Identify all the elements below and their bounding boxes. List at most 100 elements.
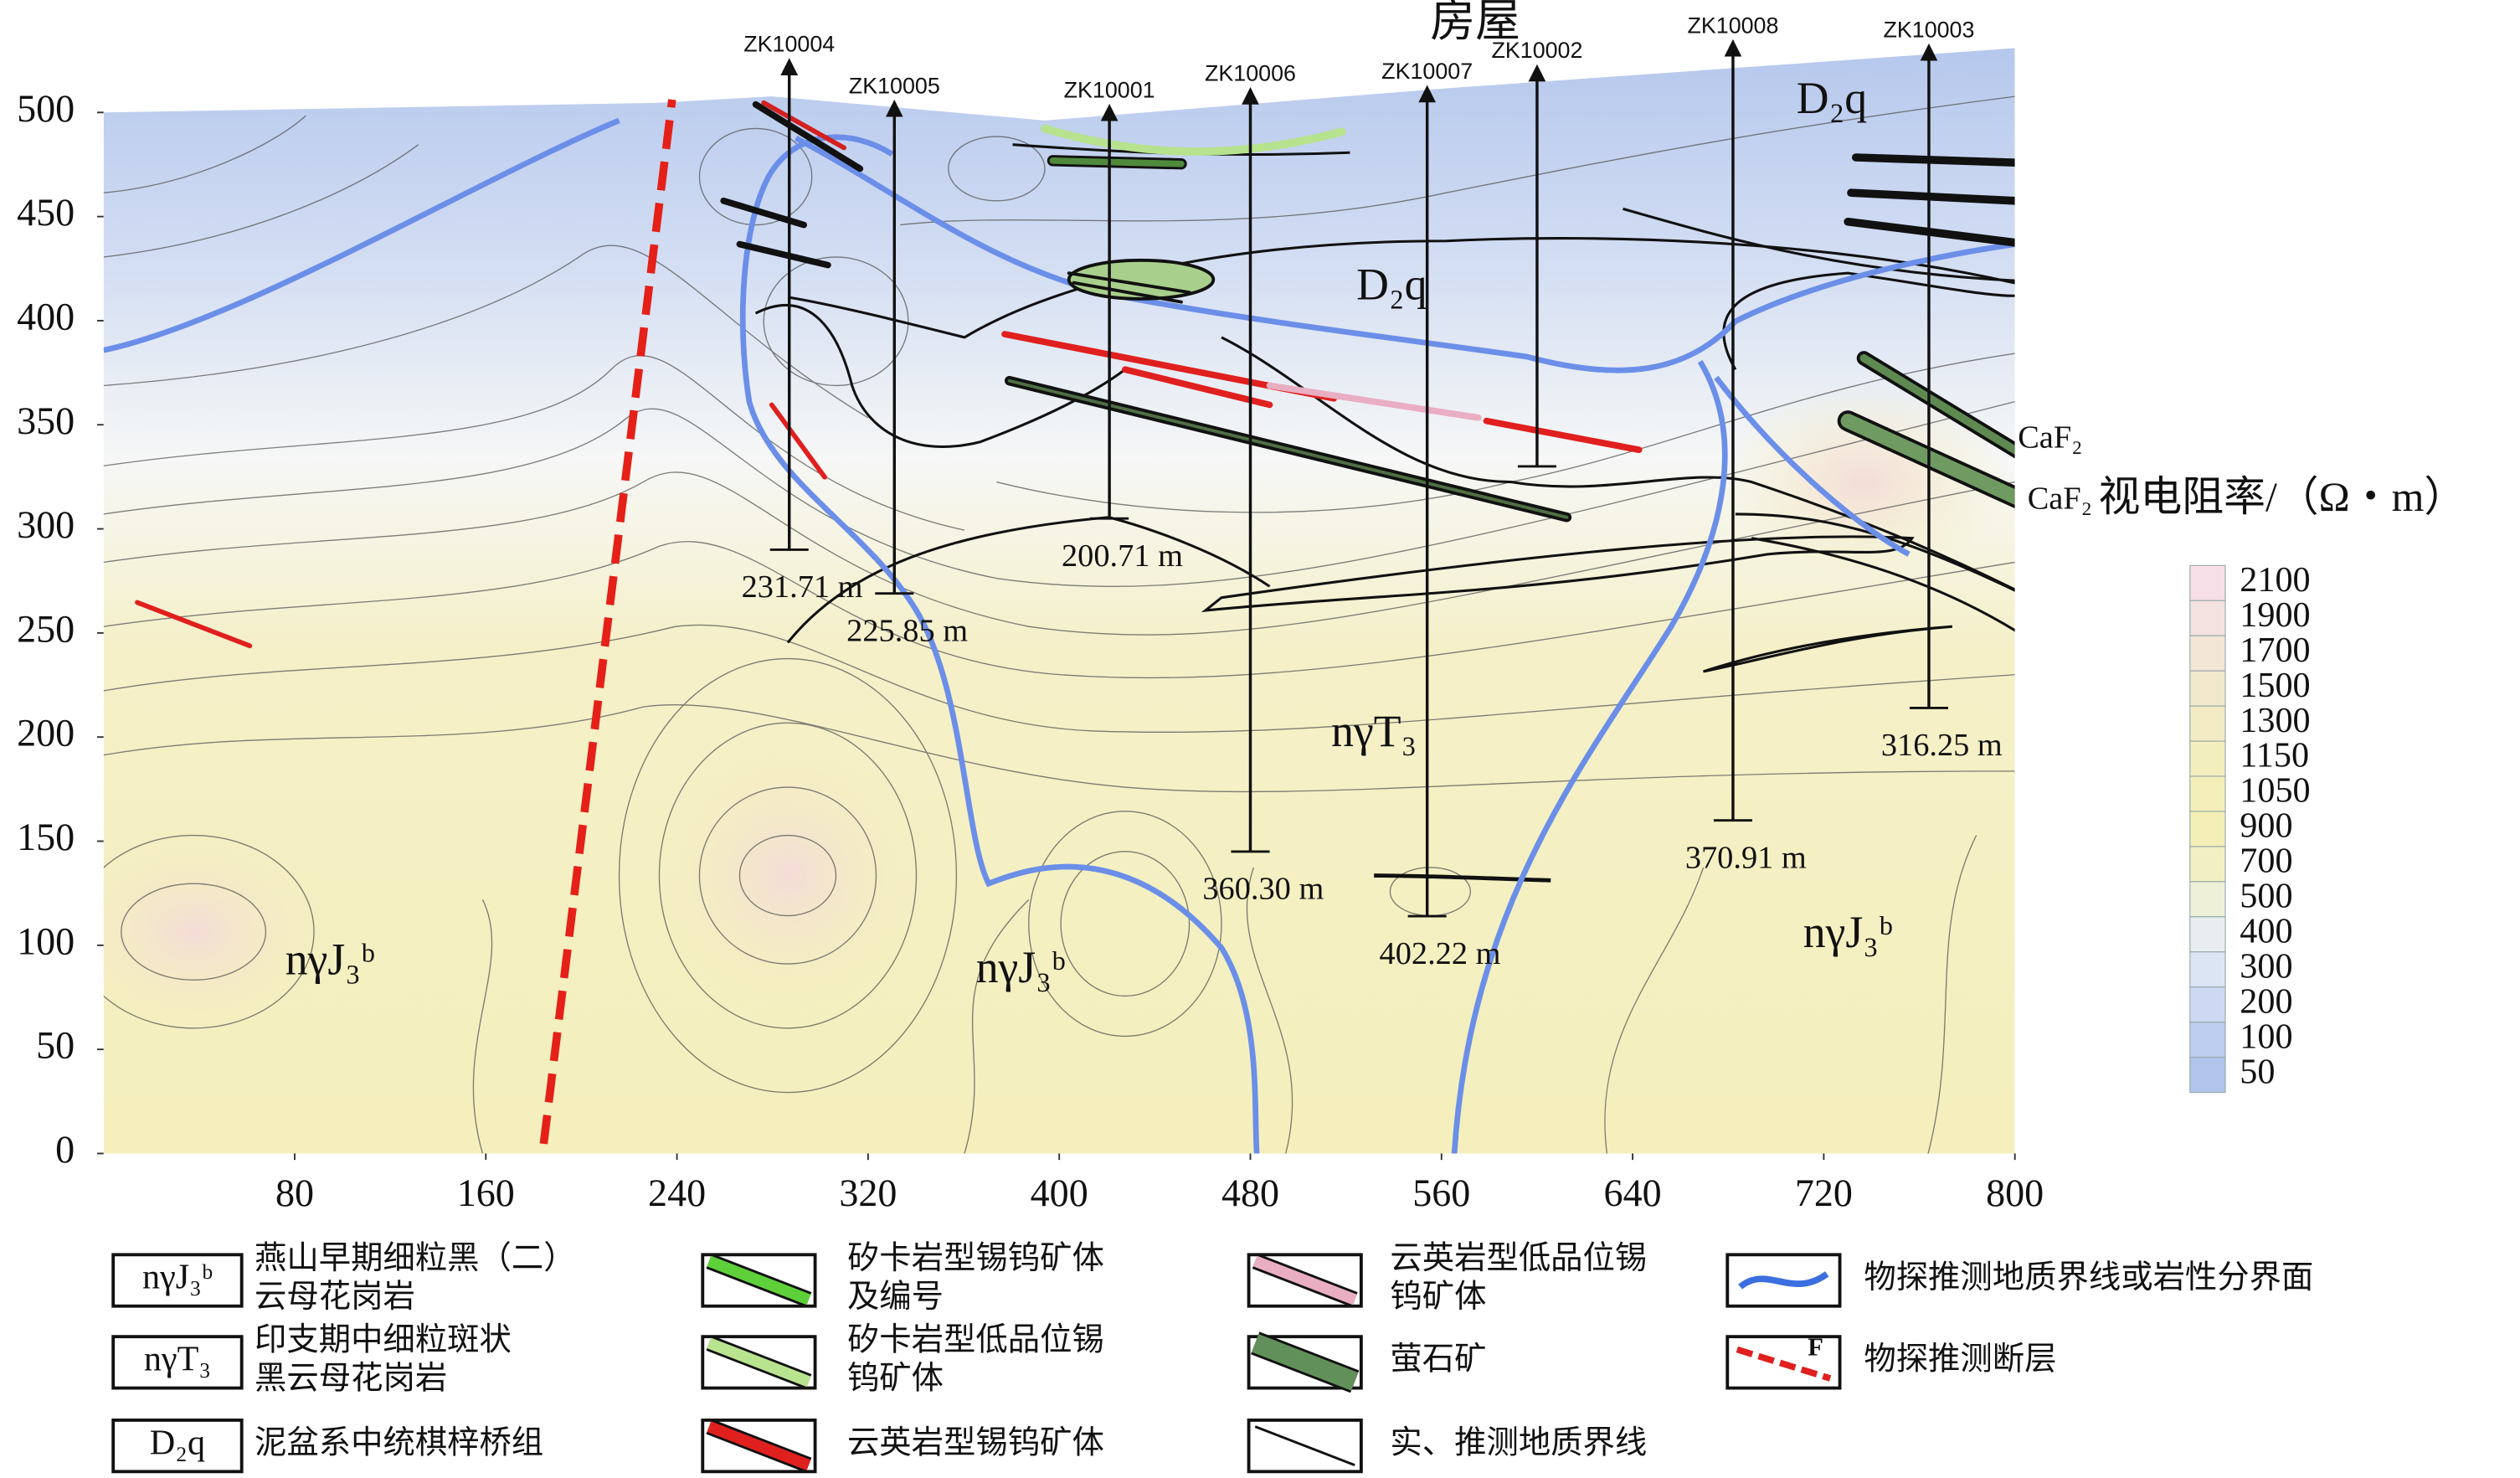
borehole-name: ZK10005 <box>849 73 940 98</box>
borehole-depth: 200.71 m <box>1062 538 1183 574</box>
legend-line <box>1736 1346 1832 1382</box>
colorbar-tick-label: 500 <box>2240 877 2292 916</box>
borehole-name: ZK10001 <box>1064 77 1155 102</box>
section-field <box>103 48 2015 1154</box>
legend-label: 印支期中细粒斑状 <box>255 1322 512 1358</box>
legend-box <box>111 1419 244 1474</box>
colorbar-band <box>2189 846 2226 883</box>
legend-label: 燕山早期细粒黑（二） <box>255 1240 576 1276</box>
fault <box>539 99 676 1145</box>
legend-line <box>1738 1271 1829 1290</box>
y-tick-label: 150 <box>17 816 75 858</box>
legend-symbol: nγJ₃ᵇ <box>142 1258 213 1297</box>
colorbar-tick-label: 1500 <box>2240 666 2310 705</box>
borehole-depth: 316.25 m <box>1881 728 2003 763</box>
y-tick-label: 0 <box>55 1128 75 1171</box>
annotation: D₂q <box>1797 73 1867 123</box>
y-tick-label: 50 <box>36 1024 75 1067</box>
colorbar-band <box>2189 600 2226 636</box>
annotation: CaF₂ <box>2018 420 2082 455</box>
legend-label: 黑云母花岗岩 <box>255 1362 447 1397</box>
borehole-depth: 360.30 m <box>1202 872 1324 907</box>
borehole-name: ZK10007 <box>1381 59 1473 84</box>
borehole-name: ZK10003 <box>1883 17 1974 42</box>
colorbar-band <box>2189 986 2226 1023</box>
legend-label: 云英岩型锡钨矿体 <box>847 1424 1104 1460</box>
colorbar-band <box>2189 740 2226 777</box>
legend-box <box>111 1253 244 1308</box>
colorbar-tick-label: 900 <box>2240 806 2292 846</box>
legend-line <box>1252 1334 1359 1391</box>
colorbar-band <box>2189 1022 2226 1058</box>
borehole-name: ZK10006 <box>1205 61 1296 86</box>
legend-label: 云母花岗岩 <box>255 1280 415 1315</box>
colorbar-band <box>2189 881 2226 918</box>
colorbar-band <box>2189 635 2226 672</box>
colorbar-band <box>2189 916 2226 953</box>
annotation: nγJ₃ᵇ <box>1803 907 1893 957</box>
annotation: nγJ₃ᵇ <box>285 934 375 984</box>
borehole-name: ZK10004 <box>743 32 835 57</box>
annotation: D₂q <box>1356 260 1427 310</box>
legend-line <box>707 1255 811 1305</box>
legend-symbol: nγT₃ <box>144 1340 211 1379</box>
colorbar-tick-label: 50 <box>2240 1052 2275 1091</box>
borehole-depth: 402.22 m <box>1380 936 1501 971</box>
colorbar-tick-label: 400 <box>2240 911 2292 950</box>
colorbar-tick-label: 2100 <box>2240 560 2310 600</box>
legend-item: 萤石矿 <box>1247 1331 1486 1393</box>
legend-box <box>111 1335 244 1390</box>
borehole-depth: 370.91 m <box>1685 840 1807 875</box>
colorbar-tick-label: 1900 <box>2240 595 2310 635</box>
colorbar-tick-label: 100 <box>2240 1017 2292 1056</box>
x-tick-label: 400 <box>1031 1172 1088 1214</box>
legend-label: 及编号 <box>847 1279 944 1315</box>
x-tick-label: 160 <box>457 1172 515 1214</box>
colorbar-tick-label: 700 <box>2240 842 2292 881</box>
colorbar-band <box>2189 564 2226 601</box>
x-tick-label: 80 <box>275 1172 314 1214</box>
legend-label: 萤石矿 <box>1390 1342 1486 1378</box>
x-tick-label: 480 <box>1221 1172 1279 1214</box>
legend-label: 物探推测断层 <box>1864 1342 2056 1378</box>
y-tick-label: 350 <box>17 399 75 442</box>
colorbar-tick-label: 1050 <box>2240 771 2310 811</box>
colorbar-title: 视电阻率/（Ω・m） <box>2098 474 2466 520</box>
x-tick-label: 240 <box>648 1172 706 1214</box>
legend-symbol: D₂q <box>150 1423 205 1462</box>
legend-line <box>707 1421 811 1470</box>
borehole-name: ZK10008 <box>1687 13 1778 38</box>
colorbar-tick-label: 300 <box>2240 946 2292 986</box>
borehole-depth: 231.71 m <box>742 569 863 605</box>
colorbar-tick-label: 1300 <box>2240 701 2310 740</box>
annotation: nγJ₃ᵇ <box>976 942 1066 992</box>
legend-item: 物探推测地质界线或岩性分界面 <box>1725 1253 2313 1308</box>
y-tick-label: 450 <box>17 191 75 234</box>
y-tick-label: 100 <box>17 919 75 962</box>
legend-item: 实、推测地质界线 <box>1247 1419 1647 1474</box>
legend-label: 矽卡岩型低品位锡 <box>847 1322 1104 1358</box>
legend-line <box>1254 1425 1355 1466</box>
legend-item: nγJ₃ᵇ 燕山早期细粒黑（二） 云母花岗岩 <box>111 1240 576 1315</box>
legend-label: 物探推测地质界线或岩性分界面 <box>1864 1260 2313 1295</box>
legend-label: 云英岩型低品位锡 <box>1390 1240 1647 1276</box>
legend-label: 钨矿体 <box>847 1361 944 1397</box>
x-tick-label: 560 <box>1412 1172 1470 1214</box>
x-tick-label: 720 <box>1795 1172 1853 1214</box>
colorbar-band <box>2189 1057 2226 1094</box>
colorbar-band <box>2189 811 2226 847</box>
legend-item: D₂q 泥盆系中统棋梓桥组 <box>111 1419 543 1474</box>
borehole-name: ZK10002 <box>1491 38 1582 63</box>
colorbar-tick-label: 200 <box>2240 981 2292 1021</box>
legend-label: 矽卡岩型锡钨矿体 <box>847 1240 1104 1276</box>
borehole-depth: 225.85 m <box>846 613 968 648</box>
legend-line <box>707 1337 811 1388</box>
legend-label: 实、推测地质界线 <box>1390 1424 1647 1460</box>
colorbar-tick-label: 1150 <box>2240 736 2309 775</box>
legend-line <box>1252 1255 1357 1305</box>
